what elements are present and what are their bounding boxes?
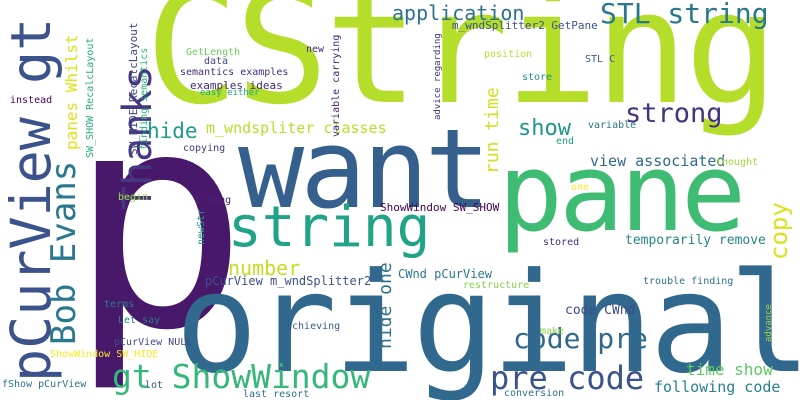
word: SW_HIDE RecalcLayout <box>127 22 140 155</box>
word: run time <box>482 87 503 174</box>
word: restructure <box>463 280 530 291</box>
word: begin <box>118 192 149 203</box>
word: code pre <box>513 322 648 355</box>
word: finding semantics <box>139 47 150 150</box>
word: store <box>522 72 553 83</box>
word: one <box>571 182 590 193</box>
word: Bob Evans <box>44 160 84 345</box>
word: application <box>392 1 525 25</box>
word: code CWnd <box>565 303 636 318</box>
word: time show <box>686 360 773 379</box>
word: SW_SHOW RecalcLayout <box>85 37 96 158</box>
word: new <box>306 44 325 55</box>
word: panes Whilst <box>62 34 81 150</box>
word: STL C <box>585 54 616 65</box>
word: trouble finding <box>643 276 734 287</box>
word: copy <box>765 202 793 260</box>
word: achieving <box>286 321 341 332</box>
word: following code <box>654 378 781 396</box>
word: fShow pCurView <box>2 379 87 390</box>
word: advice regarding <box>433 33 443 120</box>
word: end <box>556 136 575 147</box>
word: semantics examples <box>180 67 289 78</box>
word: pre code <box>490 359 645 397</box>
word: CWnd pCurView <box>398 267 492 281</box>
word: copying <box>183 143 226 154</box>
word: hide <box>147 119 198 143</box>
word: want <box>238 105 491 233</box>
word: lot <box>145 380 164 391</box>
word: ShowWindow SW_SHOW <box>380 201 500 214</box>
word: data <box>204 56 229 67</box>
word: stored <box>543 237 580 248</box>
word: thought <box>716 157 759 168</box>
word: strong <box>625 98 723 129</box>
word: view associated <box>590 152 726 170</box>
word: trying <box>195 195 232 206</box>
word: pCurView m_wndSplitter2 <box>205 274 372 288</box>
word: conversion <box>504 388 565 399</box>
word: string <box>228 195 431 260</box>
word: number <box>228 256 301 280</box>
word: STL string <box>600 0 769 30</box>
word: newStr <box>196 208 207 245</box>
word: Let say <box>118 315 161 326</box>
word: examples ideas <box>190 79 283 92</box>
word: make <box>540 326 565 337</box>
word: hide one <box>375 262 396 349</box>
word: p <box>68 47 249 396</box>
word: m_wndspliter classes <box>206 119 387 137</box>
word: variable carrying <box>331 34 342 137</box>
word: pCurView NULL <box>114 337 193 348</box>
word: position <box>484 49 533 60</box>
word: m_wndSplitter2 GetPane <box>452 19 598 32</box>
word: last resort <box>243 389 310 400</box>
word: terms <box>104 299 135 310</box>
word: CString <box>145 0 778 139</box>
word: variable <box>588 120 637 131</box>
word: instead <box>10 95 53 106</box>
word: temporarily remove <box>625 233 766 248</box>
word: ShowWindow SW_HIDE <box>50 349 159 360</box>
word: GetLength <box>186 47 241 58</box>
word: gt ShowWindow <box>112 357 371 396</box>
word: original <box>175 243 800 400</box>
word: pane <box>498 131 746 256</box>
word: advance <box>764 304 774 342</box>
word: easy either <box>200 88 260 98</box>
word: show <box>518 116 571 141</box>
